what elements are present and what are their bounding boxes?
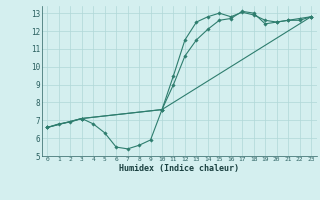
X-axis label: Humidex (Indice chaleur): Humidex (Indice chaleur)	[119, 164, 239, 173]
